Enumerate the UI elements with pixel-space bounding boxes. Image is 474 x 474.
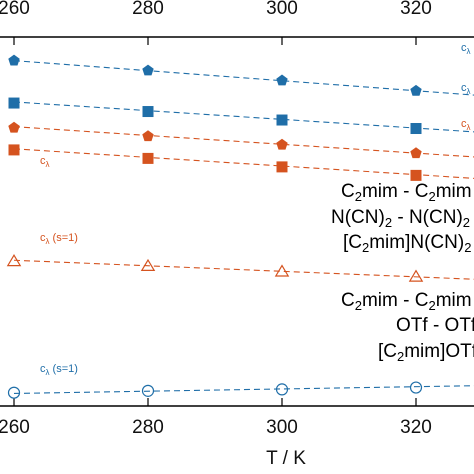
fit-line-3 [13, 148, 474, 179]
annotation-group-2: C2mim - C2mim OTf - OTf [C2mim]OTf [341, 290, 474, 364]
point-s5-260 [7, 386, 21, 399]
annotation-1-line-1: C2mim - C2mim [341, 181, 472, 204]
point-s5-300 [275, 383, 289, 396]
annotation-group-1: C2mim - C2mim N(CN)2 - N(CN)2 [C2mim]N(C… [331, 181, 472, 255]
point-s0-260 [8, 54, 20, 66]
series-label-orange-pentagon: cλ [461, 118, 471, 132]
x-tick-label-top-320: 320 [400, 0, 432, 19]
x-tick-label-260: 260 [0, 417, 30, 438]
x-tick-label-top-280: 280 [132, 0, 164, 19]
series-label-blue-circle: cλ (s=1) [40, 363, 78, 377]
point-s0-280 [142, 64, 154, 76]
point-s1-300 [276, 114, 288, 126]
point-s2-300 [276, 138, 288, 150]
point-s4-300 [274, 264, 290, 277]
point-s3-300 [276, 161, 288, 173]
x-axis-title: T / K [266, 448, 306, 469]
fit-line-4 [13, 259, 474, 280]
series-label-blue-square: cλ [461, 82, 471, 96]
x-tick-label-top-260: 260 [0, 0, 30, 19]
axis-ticks [13, 37, 417, 406]
series-label-blue-pentagon: cλ [461, 42, 471, 56]
axis-tick-labels: 260 260 280 280 300 300 320 320 [0, 0, 432, 438]
annotation-1-line-2: N(CN)2 - N(CN)2 [331, 207, 470, 230]
x-tick-label-300: 300 [266, 417, 298, 438]
series-labels: cλ cλ cλ cλ cλ (s=1) cλ (s=1) [40, 42, 471, 377]
annotation-2-line-3: [C2mim]OTf [378, 341, 474, 364]
point-s4-320 [408, 269, 424, 282]
point-s5-280 [141, 384, 155, 397]
point-s4-260 [6, 254, 22, 267]
point-s3-320 [410, 169, 422, 181]
x-tick-label-280: 280 [132, 417, 164, 438]
point-s2-280 [142, 130, 154, 142]
point-s5-320 [409, 381, 423, 394]
point-s3-280 [142, 152, 154, 164]
x-tick-label-320: 320 [400, 417, 432, 438]
x-tick-label-top-300: 300 [266, 0, 298, 19]
annotation-1-line-3: [C2mim]N(CN)2 [343, 232, 471, 255]
annotation-2-line-1: C2mim - C2mim [341, 290, 472, 313]
point-s0-300 [276, 74, 288, 86]
point-s1-280 [142, 106, 154, 118]
point-s1-320 [410, 123, 422, 135]
point-s4-280 [140, 258, 156, 271]
point-s0-320 [410, 84, 422, 96]
data-points [6, 54, 424, 399]
fit-line-1 [13, 101, 474, 133]
fit-line-2 [13, 126, 474, 158]
point-s2-320 [410, 147, 422, 159]
point-s1-260 [8, 97, 20, 109]
point-s3-260 [8, 144, 20, 156]
point-s2-260 [8, 121, 20, 133]
series-label-orange-square: cλ [40, 155, 50, 169]
series-label-orange-triangle: cλ (s=1) [40, 232, 78, 246]
fit-line-5 [13, 385, 474, 395]
fit-line-0 [13, 60, 474, 96]
annotation-2-line-2: OTf - OTf [396, 315, 474, 336]
